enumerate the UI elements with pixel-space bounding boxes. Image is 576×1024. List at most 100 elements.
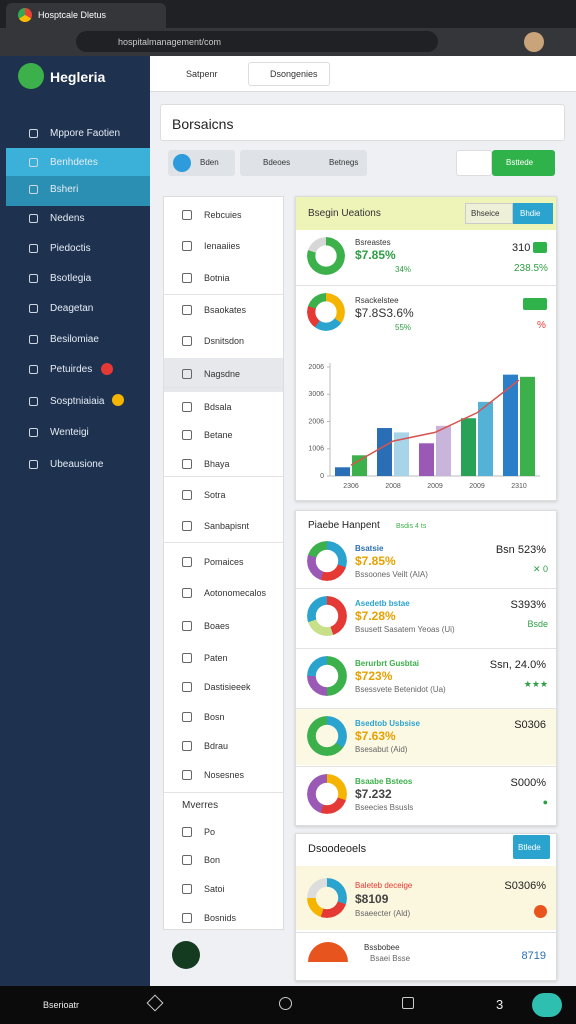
nav-item[interactable]: Bsotlegia xyxy=(50,273,92,284)
card-note: Bsdis 4 ts xyxy=(396,523,427,530)
tab[interactable] xyxy=(513,203,553,224)
submenu-item[interactable]: Bdsala xyxy=(204,402,232,412)
divider xyxy=(296,588,556,589)
card-title: Dsoodeoels xyxy=(308,843,367,855)
tool-group[interactable] xyxy=(240,150,367,176)
submenu-item[interactable]: Bdrau xyxy=(204,741,229,751)
tool-icon xyxy=(173,154,191,172)
submenu-icon xyxy=(182,712,192,722)
action-button[interactable] xyxy=(492,150,555,176)
row-name: Bsedtob Usbsise xyxy=(355,719,420,728)
submenu-item[interactable]: Bsaokates xyxy=(204,305,247,315)
row-right: 310 xyxy=(512,242,531,254)
submenu-item[interactable]: Sanbapisnt xyxy=(204,521,250,531)
row-name: Bssbobee xyxy=(364,943,400,952)
tool-button[interactable]: Bden xyxy=(200,158,219,167)
submenu-icon xyxy=(182,210,192,220)
nav-item[interactable]: Ubeausione xyxy=(50,459,104,470)
submenu-item[interactable]: Ienaaiies xyxy=(204,241,241,251)
row-name: Berurbrt Gusbtai xyxy=(355,659,420,668)
row-name: Asedetb bstae xyxy=(355,599,410,608)
submenu-item[interactable]: Bosn xyxy=(204,712,225,722)
submenu-item[interactable]: Paten xyxy=(204,653,228,663)
breadcrumb[interactable]: Dsongenies xyxy=(270,69,318,79)
submenu-item[interactable]: Boaes xyxy=(204,621,230,631)
nav-item[interactable]: Piedoctis xyxy=(50,243,91,254)
submenu-icon xyxy=(182,557,192,567)
submenu-item[interactable]: Satoi xyxy=(204,884,225,894)
submenu-item[interactable]: Pomaices xyxy=(204,557,244,567)
nav-item[interactable]: Petuirdes xyxy=(50,364,93,375)
submenu-item[interactable]: Dastisieeek xyxy=(204,682,251,692)
brand-logo[interactable] xyxy=(18,63,44,89)
submenu-item[interactable]: Nosesnes xyxy=(204,770,245,780)
nav-item[interactable]: Benhdetes xyxy=(50,157,98,168)
nav-item[interactable]: Nedens xyxy=(50,213,85,224)
nav-icon xyxy=(29,335,38,344)
donut xyxy=(307,716,347,756)
tool-button[interactable]: Betnegs xyxy=(329,158,359,167)
row-value: $7.85% xyxy=(355,554,396,568)
nav-icon xyxy=(29,214,38,223)
submenu-item[interactable]: Bhaya xyxy=(204,459,230,469)
row-sub: Bsesabut (Aid) xyxy=(355,745,408,754)
row-value: $7.232 xyxy=(355,787,392,801)
nav-item[interactable]: Sosptniaiaia xyxy=(50,396,105,407)
submenu-item[interactable]: Sotra xyxy=(204,490,226,500)
row-name: Bsatsie xyxy=(355,544,384,553)
badge xyxy=(101,363,113,375)
nav-item[interactable]: Besilomiae xyxy=(50,334,99,345)
donut xyxy=(307,656,347,696)
submenu-item[interactable]: Dsnitsdon xyxy=(204,336,245,346)
submenu-item[interactable]: Rebcuies xyxy=(204,210,242,220)
breadcrumb[interactable]: Satpenr xyxy=(186,69,218,79)
row-right-sub: 238.5% xyxy=(514,263,548,274)
submenu-item[interactable]: Bosnids xyxy=(204,913,237,923)
nav-label[interactable]: Bserioatr xyxy=(43,1000,80,1010)
submenu-icon xyxy=(182,521,192,531)
submenu-icon xyxy=(182,682,192,692)
submenu-item[interactable]: Nagsdne xyxy=(204,369,241,379)
submenu-icon xyxy=(182,884,192,894)
tool-button[interactable]: Bdeoes xyxy=(263,158,291,167)
nav-item[interactable]: Deagetan xyxy=(50,303,94,314)
nav-icon xyxy=(29,244,38,253)
tab[interactable] xyxy=(6,3,166,28)
submenu-item[interactable]: Aotonomecalos xyxy=(204,588,267,598)
nav-item[interactable]: Mppore Faotien xyxy=(50,128,121,139)
search-box[interactable] xyxy=(160,104,565,141)
tab[interactable] xyxy=(465,203,513,224)
badge xyxy=(533,242,547,253)
divider xyxy=(164,542,283,543)
submenu-item[interactable]: Po xyxy=(204,827,216,837)
nav-icon xyxy=(29,158,38,167)
donut xyxy=(307,237,345,275)
search-text[interactable]: Borsaicns xyxy=(172,116,234,132)
nav-button[interactable] xyxy=(279,997,292,1010)
crumb-box[interactable] xyxy=(248,62,330,86)
submenu-item[interactable]: Botnia xyxy=(204,273,230,283)
nav-icon xyxy=(29,304,38,313)
button-label[interactable]: Btlede xyxy=(518,843,541,852)
fab[interactable] xyxy=(172,941,200,969)
submenu-item[interactable]: Betane xyxy=(204,430,233,440)
submenu-icon xyxy=(182,459,192,469)
icon-button[interactable] xyxy=(456,150,492,176)
half-donut xyxy=(308,942,348,962)
address-field[interactable] xyxy=(76,31,438,52)
sidebar-active-band-2 xyxy=(6,176,150,206)
tab-label[interactable]: Bhdie xyxy=(520,209,541,218)
row-name: Bsaabe Bsteos xyxy=(355,777,413,786)
submenu-item[interactable]: Bon xyxy=(204,855,221,865)
button[interactable] xyxy=(513,835,550,859)
action-label[interactable]: Bsttede xyxy=(506,158,534,167)
nav-item[interactable]: Wenteigi xyxy=(50,427,89,438)
nav-item[interactable]: Bsheri xyxy=(50,184,79,195)
nav-icon xyxy=(29,274,38,283)
divider xyxy=(164,294,283,295)
tab-label[interactable]: Bhseice xyxy=(471,209,500,218)
nav-button[interactable] xyxy=(402,997,414,1009)
row-sub: Bsaei Bsse xyxy=(370,954,411,963)
nav-fab[interactable] xyxy=(532,993,562,1017)
card-title: Piaebe Hanpent xyxy=(308,520,380,531)
